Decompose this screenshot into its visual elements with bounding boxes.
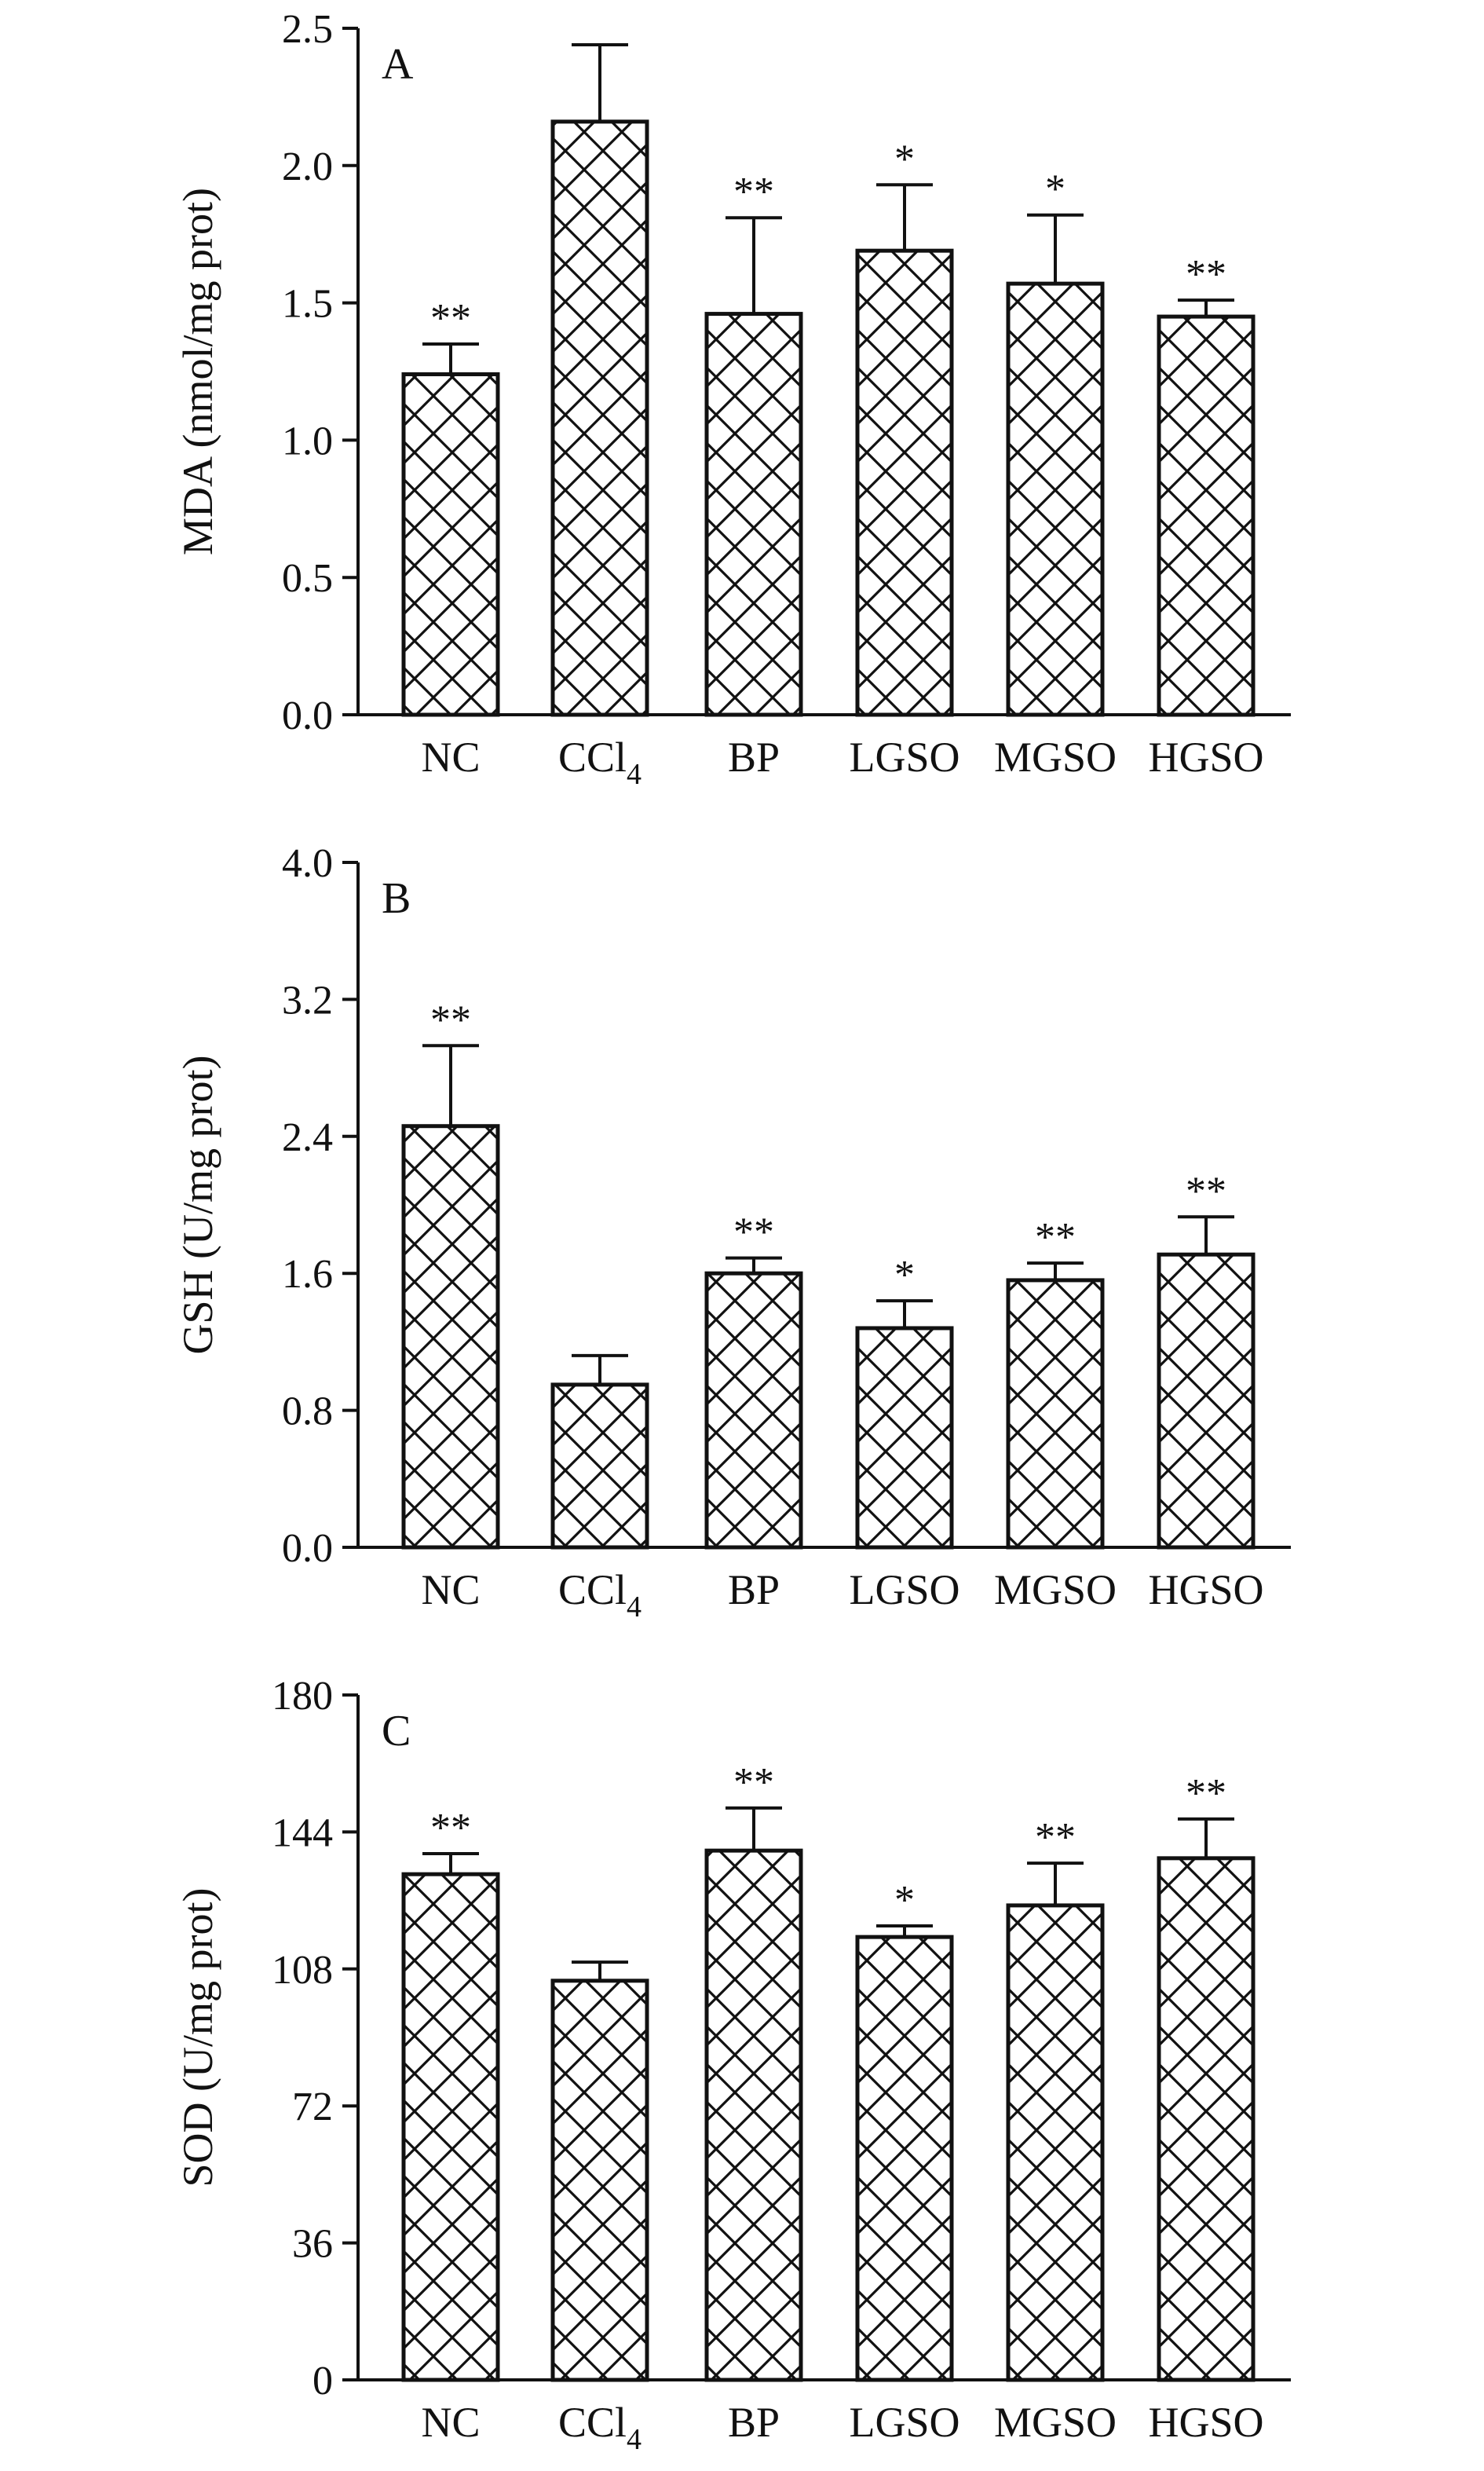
y-tick-label: 180 [272, 1674, 333, 1719]
y-tick-label: 3.2 [282, 978, 333, 1023]
bar-bp [704, 1848, 803, 2382]
y-tick-label: 1.5 [282, 282, 333, 327]
panel-label: C [382, 1707, 411, 1755]
bar-lgso [855, 1935, 954, 2382]
significance-marker: * [1045, 167, 1065, 212]
significance-marker: * [894, 1878, 915, 1923]
bar-hgso [1157, 1252, 1256, 1550]
significance-marker: ** [430, 998, 471, 1042]
significance-marker: ** [1035, 1215, 1076, 1260]
significance-marker: ** [1035, 1815, 1076, 1860]
bar-nc [401, 1872, 500, 2382]
bar-bp [704, 312, 803, 717]
bar-nc [401, 372, 500, 717]
x-tick-label: HGSO [1148, 1566, 1263, 1613]
y-tick-label: 0 [313, 2359, 333, 2403]
y-tick-label: 0.0 [282, 694, 333, 738]
bar-hgso [1157, 314, 1256, 717]
significance-marker: ** [1186, 1771, 1226, 1816]
panel-label: A [382, 40, 414, 89]
x-tick-label: LGSO [849, 2399, 959, 2446]
y-tick-label: 1.0 [282, 419, 333, 463]
x-tick-label: LGSO [849, 1566, 959, 1613]
x-tick-label: BP [728, 1566, 780, 1613]
significance-marker: ** [733, 1210, 774, 1255]
panel-label: B [382, 874, 411, 923]
x-tick-label: LGSO [849, 734, 959, 781]
significance-marker: ** [1186, 252, 1226, 297]
bar-hgso [1157, 1856, 1256, 2382]
y-tick-label: 108 [272, 1948, 333, 1993]
y-axis-label: MDA (nmol/mg prot) [174, 188, 221, 555]
x-tick-label: CCl4 [558, 734, 641, 791]
y-tick-label: 36 [292, 2222, 333, 2267]
significance-marker: * [894, 1253, 915, 1298]
chart-panel-b: 0.0 0.8 1.6 2.4 3.2 4.0 GSH (U/mg prot) B ** NC CC… [174, 841, 1291, 1624]
bar-bp [704, 1271, 803, 1550]
significance-marker: ** [430, 1806, 471, 1851]
bar-nc [401, 1124, 500, 1550]
y-tick-label: 0.0 [282, 1526, 333, 1571]
bar-lgso [855, 248, 954, 717]
x-tick-label: NC [421, 2399, 480, 2446]
y-tick-label: 4.0 [282, 841, 333, 886]
y-tick-label: 1.6 [282, 1252, 333, 1297]
x-tick-label: MGSO [994, 734, 1117, 781]
significance-marker: * [894, 137, 915, 181]
bar-mgso [1006, 1278, 1105, 1550]
bar-lgso [855, 1326, 954, 1550]
bar-ccl4 [550, 1382, 649, 1550]
bar-mgso [1006, 1903, 1105, 2382]
significance-marker: ** [733, 1760, 774, 1805]
bar-ccl4 [550, 1979, 649, 2382]
significance-marker: ** [733, 170, 774, 214]
x-tick-label: BP [728, 734, 780, 781]
y-tick-label: 72 [292, 2085, 333, 2129]
x-tick-label: NC [421, 734, 480, 781]
y-tick-label: 0.8 [282, 1389, 333, 1434]
x-tick-label: CCl4 [558, 1566, 641, 1624]
x-tick-label: MGSO [994, 2399, 1117, 2446]
x-tick-label: MGSO [994, 1566, 1117, 1613]
y-tick-label: 144 [272, 1810, 333, 1855]
y-tick-label: 2.5 [282, 7, 333, 52]
bar-ccl4 [550, 119, 649, 717]
x-tick-label: HGSO [1148, 734, 1263, 781]
significance-marker: ** [430, 296, 471, 341]
y-tick-label: 2.0 [282, 145, 333, 189]
y-axis-label: GSH (U/mg prot) [174, 1056, 221, 1355]
y-tick-label: 2.4 [282, 1115, 333, 1160]
x-tick-label: HGSO [1148, 2399, 1263, 2446]
x-tick-label: NC [421, 1566, 480, 1613]
bar-mgso [1006, 281, 1105, 717]
y-axis-label: SOD (U/mg prot) [174, 1888, 221, 2187]
x-tick-label: BP [728, 2399, 780, 2446]
x-tick-label: CCl4 [558, 2399, 641, 2456]
y-tick-label: 0.5 [282, 556, 333, 601]
significance-marker: ** [1186, 1169, 1226, 1214]
